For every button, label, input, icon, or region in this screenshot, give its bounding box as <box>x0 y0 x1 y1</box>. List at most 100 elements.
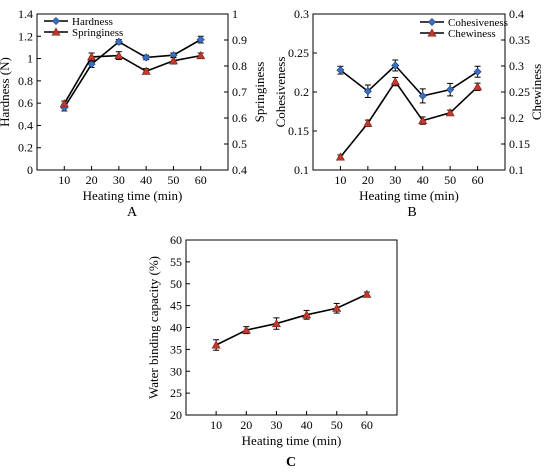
y-axis-label-left: Hardness (N) <box>0 57 12 127</box>
y-tick-label-right: 0.2 <box>509 111 524 125</box>
y-tick-label-left: 60 <box>170 233 182 247</box>
data-point <box>142 53 151 62</box>
panel-label: A <box>127 205 138 220</box>
data-point <box>168 56 178 65</box>
x-tick-label: 60 <box>472 173 484 187</box>
y-tick-label-left: 20 <box>170 408 182 422</box>
y-axis-label-left: Water binding capacity (%) <box>146 256 161 399</box>
data-point <box>241 325 251 334</box>
legend-label: Cohesiveness <box>448 17 508 29</box>
x-axis-label: Heating time (min) <box>359 188 459 203</box>
data-point <box>336 66 345 75</box>
y-axis-label-right: Chewiness <box>529 64 544 120</box>
data-point <box>391 61 400 70</box>
data-point <box>363 118 373 127</box>
panel-label: B <box>407 205 416 220</box>
data-point <box>196 50 206 60</box>
x-tick-label: 40 <box>140 173 152 187</box>
y-axis-label-right: Springiness <box>252 62 267 123</box>
y-tick-label-left: 0.25 <box>288 46 309 60</box>
data-point <box>332 303 342 312</box>
series-line <box>339 64 479 97</box>
series-line <box>339 80 479 158</box>
series-line <box>63 54 201 105</box>
y-tick-label-left: 1.4 <box>18 7 33 21</box>
data-point <box>302 310 312 319</box>
y-tick-label-left: 0.2 <box>18 141 33 155</box>
y-tick-label-left: 50 <box>170 277 182 291</box>
legend-label: Springiness <box>72 27 123 39</box>
y-tick-label-left: 35 <box>170 342 182 356</box>
plot-frame <box>185 239 398 416</box>
x-tick-label: 40 <box>301 418 313 432</box>
y-tick-label-left: 0.2 <box>294 85 309 99</box>
data-point <box>271 318 281 328</box>
x-tick-label: 20 <box>362 173 374 187</box>
y-tick-label-right: 0.25 <box>509 85 530 99</box>
data-point <box>363 87 372 96</box>
x-tick-label: 20 <box>240 418 252 432</box>
y-tick-label-left: 0.15 <box>288 124 309 138</box>
y-tick-label-right: 0.35 <box>509 33 530 47</box>
legend-label: Chewiness <box>448 28 496 40</box>
y-tick-label-right: 0.7 <box>232 85 247 99</box>
legend-marker <box>427 28 437 37</box>
x-tick-label: 30 <box>113 173 125 187</box>
x-tick-label: 10 <box>210 418 222 432</box>
data-point <box>418 91 427 100</box>
y-tick-label-right: 0.8 <box>232 59 247 73</box>
y-tick-label-left: 1 <box>27 52 33 66</box>
x-tick-label: 50 <box>331 418 343 432</box>
y-axis-label-left: Cohesiveness <box>273 57 288 128</box>
y-tick-label-left: 0.8 <box>18 74 33 88</box>
y-tick-label-left: 25 <box>170 386 182 400</box>
data-point <box>141 66 151 75</box>
data-point <box>211 340 221 349</box>
x-tick-label: 50 <box>167 173 179 187</box>
x-axis-label: Heating time (min) <box>242 433 342 448</box>
data-point <box>87 52 97 61</box>
series-line <box>215 293 368 346</box>
y-tick-label-left: 55 <box>170 255 182 269</box>
legend-marker <box>427 17 437 27</box>
y-tick-label-right: 0.1 <box>509 163 524 177</box>
data-point <box>196 35 205 44</box>
data-point <box>418 115 428 125</box>
x-tick-label: 60 <box>361 418 373 432</box>
x-tick-label: 30 <box>389 173 401 187</box>
y-tick-label-right: 0.15 <box>509 137 530 151</box>
y-tick-label-right: 0.6 <box>232 111 247 125</box>
data-point <box>87 60 96 69</box>
y-tick-label-left: 0.1 <box>294 163 309 177</box>
data-point <box>473 67 482 76</box>
y-tick-label-left: 0.3 <box>294 7 309 21</box>
x-tick-label: 30 <box>270 418 282 432</box>
series-line <box>63 38 202 109</box>
x-tick-label: 50 <box>444 173 456 187</box>
y-tick-label-right: 0.5 <box>232 137 247 151</box>
y-tick-label-left: 0.6 <box>18 96 33 110</box>
data-point <box>114 37 123 46</box>
data-point <box>335 152 345 161</box>
data-point <box>59 99 69 108</box>
y-tick-label-right: 0.3 <box>509 59 524 73</box>
data-point <box>445 108 455 117</box>
y-tick-label-right: 0.4 <box>509 7 524 21</box>
data-point <box>362 289 372 298</box>
panel-label: C <box>286 455 296 470</box>
x-tick-label: 60 <box>195 173 207 187</box>
y-tick-label-left: 0 <box>27 163 33 177</box>
x-tick-label: 20 <box>86 173 98 187</box>
y-tick-label-left: 40 <box>170 321 182 335</box>
x-tick-label: 40 <box>417 173 429 187</box>
legend-label: Hardness <box>72 16 113 28</box>
y-tick-label-left: 45 <box>170 299 182 313</box>
data-point <box>390 76 400 86</box>
y-tick-label-left: 30 <box>170 364 182 378</box>
data-point <box>446 85 455 94</box>
data-point <box>114 50 124 60</box>
legend-marker <box>51 16 61 26</box>
data-point <box>473 82 483 91</box>
y-tick-label-left: 0.4 <box>18 118 33 132</box>
